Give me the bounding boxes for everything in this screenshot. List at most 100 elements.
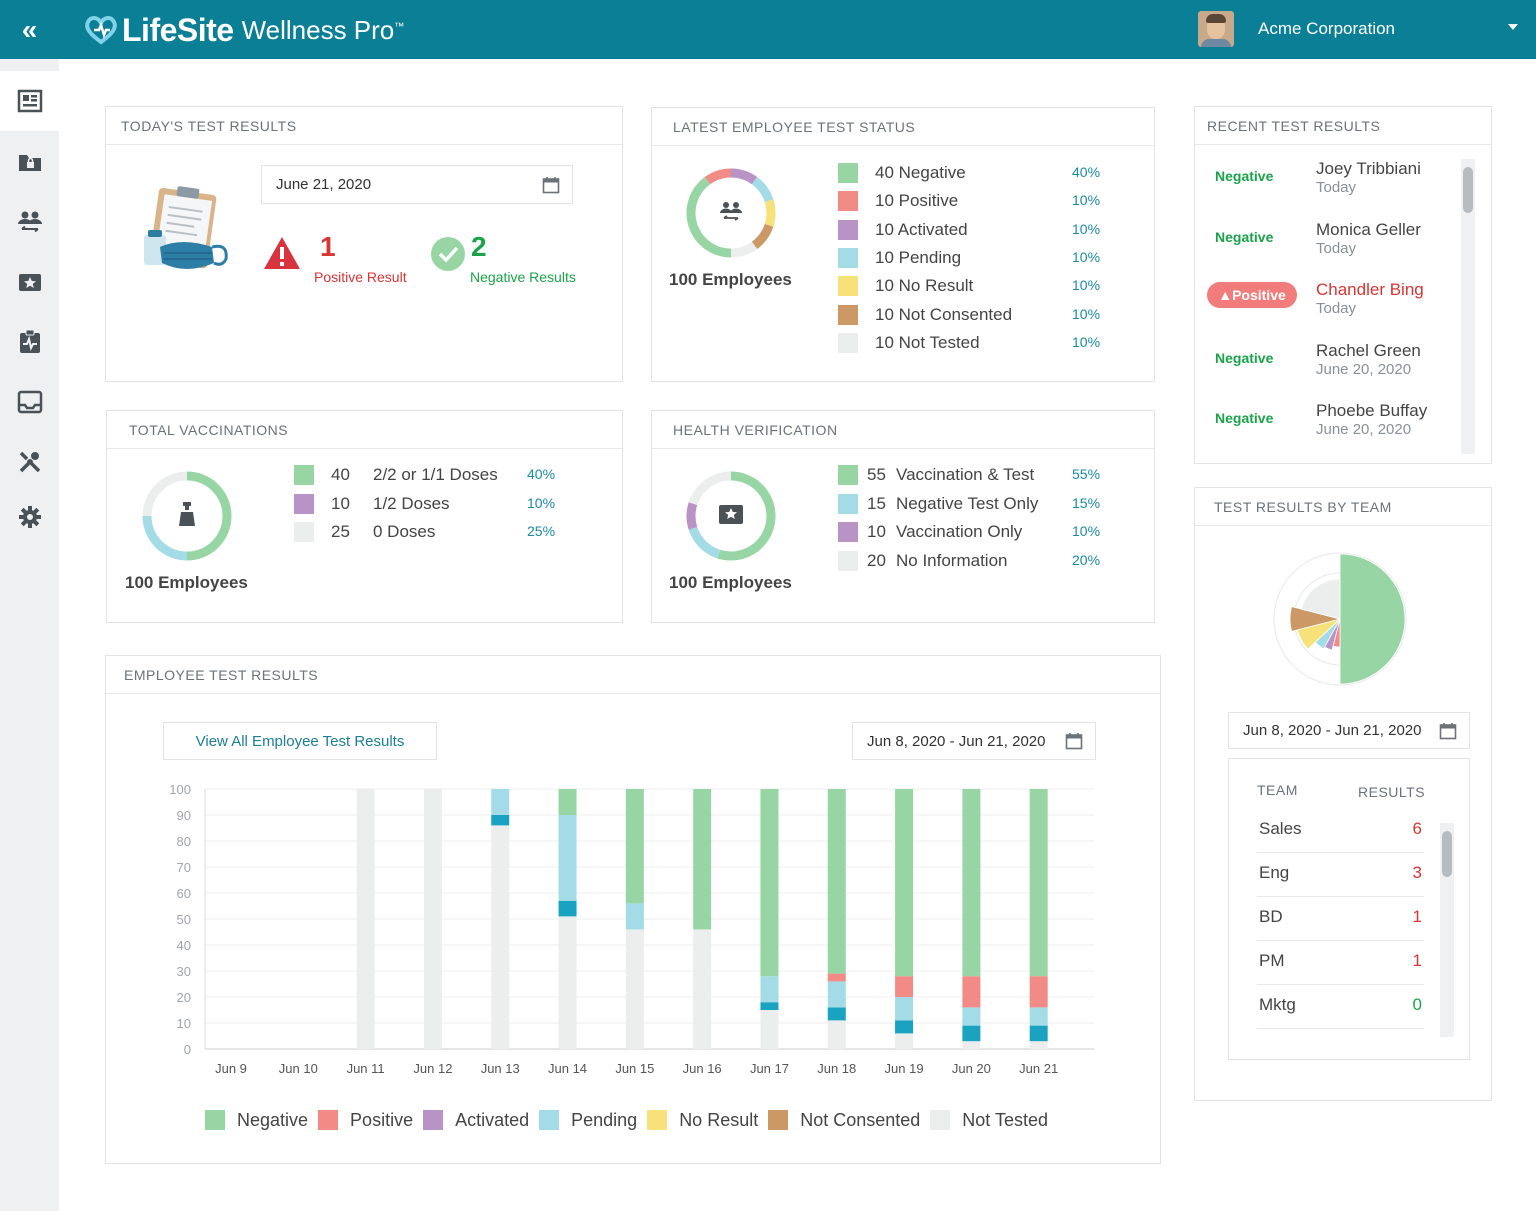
employee-name: Monica Geller [1316,219,1421,239]
legend-label: Not Tested [962,1109,1049,1130]
bar-segment [827,981,846,1008]
sidebar-item-dashboard[interactable] [0,71,59,131]
legend-row: 20 No Information [838,549,1008,573]
bar-segment [760,789,779,977]
result-date: Today [1316,300,1357,317]
recent-result-item[interactable]: Negative Phoebe Buffay June 20, 2020 [1205,401,1450,451]
y-tick-label: 30 [177,964,191,979]
team-table: TEAM RESULTS Sales 6 Eng 3 BD 1 PM 1 Mktg 0 [1228,758,1470,1060]
legend-count: 15 [867,493,886,513]
bar-segment [625,903,644,930]
chart-legend-item[interactable]: No Result [647,1110,758,1131]
employee-date-range-picker[interactable]: Jun 8, 2020 - Jun 21, 2020 [852,722,1096,760]
chart-legend: Negative Positive Activated Pending No Resul… [205,1108,1058,1132]
today-date-picker[interactable]: June 21, 2020 [261,165,573,204]
card-title: EMPLOYEE TEST RESULTS [106,656,1160,694]
legend-label: Vaccination & Test [896,465,1035,484]
chart-legend-item[interactable]: Not Consented [768,1110,920,1131]
legend-swatch [838,465,858,485]
chart-legend-item[interactable]: Positive [318,1110,413,1131]
result-date: June 20, 2020 [1316,421,1412,438]
legend-swatch [838,219,858,240]
legend-label: 10 Pending [875,247,962,267]
x-tick-label: Jun 10 [279,1061,318,1076]
legend-swatch [838,247,858,268]
team-results-card: TEST RESULTS BY TEAM Jun 8, 2020 - Jun 2… [1194,487,1492,1101]
sidebar-item-health[interactable] [0,312,59,372]
team-result-count: 6 [1412,819,1422,838]
scroll-thumb[interactable] [1463,167,1473,213]
legend-swatch [930,1110,951,1130]
x-tick-label: Jun 9 [215,1061,247,1076]
team-row[interactable]: BD 1 [1257,897,1424,941]
team-row[interactable]: Mktg 0 [1257,985,1424,1029]
app-logo[interactable]: LifeSite Wellness Pro™ [84,10,404,50]
chart-legend-item[interactable]: Negative [205,1110,308,1131]
legend-label: 0 Doses [373,522,436,541]
legend-swatch [838,493,858,514]
legend-swatch [838,550,858,571]
legend-pct: 40% [527,466,556,482]
recent-result-item[interactable]: Negative Rachel Green June 20, 2020 [1205,341,1450,391]
legend-pct: 55% [1072,466,1101,482]
x-tick-label: Jun 15 [615,1061,654,1076]
vaccine-vial-icon [179,502,195,526]
team-scrollbar[interactable] [1440,823,1454,1037]
y-tick-label: 10 [177,1016,191,1031]
legend-pct: 40% [1072,164,1101,180]
bar-segment [827,973,846,982]
lock-folder-icon [18,155,41,171]
legend-row: 10 Pending [838,246,961,270]
legend-label: 10 Positive [875,191,959,211]
collapse-sidebar-icon[interactable]: « [21,13,38,45]
recent-result-item[interactable]: ▲Positive Chandler Bing Today [1205,280,1450,330]
chart-legend-item[interactable]: Activated [423,1110,529,1131]
y-tick-label: 20 [177,990,191,1005]
legend-row: 10 1/2 Doses [294,492,450,516]
scroll-thumb[interactable] [1442,831,1452,877]
employee-results-bar-chart: 0 10 20 30 40 50 60 70 80 90 100 Jun 9 Jun 10 Jun 11 J… [169,782,1094,1076]
chart-legend-item[interactable]: Pending [539,1110,637,1131]
y-tick-label: 90 [177,808,191,823]
team-date-range-picker[interactable]: Jun 8, 2020 - Jun 21, 2020 [1228,712,1470,749]
account-menu[interactable]: Acme Corporation [1198,10,1395,48]
bar-segment [760,1010,779,1049]
legend-swatch [838,304,858,325]
sidebar-item-inbox[interactable] [0,372,59,432]
brand-name: LifeSite [122,11,234,48]
legend-pct: 10% [1072,220,1101,237]
sidebar-item-tools[interactable] [0,432,59,492]
health-verification-card: HEALTH VERIFICATION 100 Employees 55 Vacc… [651,410,1155,623]
legend-label: 40 Negative [875,163,966,182]
chart-legend-item[interactable]: Not Tested [930,1110,1048,1131]
sidebar-item-employees[interactable] [0,192,59,252]
bar-segment [558,789,577,815]
sidebar-item-settings[interactable] [0,487,59,547]
bar-segment [895,1020,914,1034]
recent-result-item[interactable]: Negative Monica Geller Today [1205,220,1450,270]
positive-count: 1 [320,231,336,262]
employee-name: Joey Tribbiani [1316,159,1421,178]
sidebar-item-documents[interactable] [0,132,59,192]
chevron-down-icon[interactable] [1508,24,1518,30]
calendar-icon [542,176,560,193]
bar-segment [962,1041,981,1049]
card-title: TODAY'S TEST RESULTS [106,107,622,145]
employee-name: Phoebe Buffay [1316,401,1428,420]
team-row[interactable]: PM 1 [1257,941,1424,985]
legend-pct: 25% [527,523,556,539]
view-all-results-button[interactable]: View All Employee Test Results [163,722,437,760]
donut-segment [688,471,732,506]
bar-segment [491,815,510,826]
recent-result-item[interactable]: Negative Joey Tribbiani Today [1205,159,1450,209]
team-row[interactable]: Eng 3 [1257,853,1424,897]
vaccine-card-icon [18,274,41,291]
y-tick-label: 100 [169,782,191,797]
team-result-count: 1 [1412,951,1422,970]
bar-segment [962,1025,981,1042]
clipboard-mask-illustration [144,186,228,269]
sidebar-item-vaccinations[interactable] [0,252,59,312]
recent-scrollbar[interactable] [1461,159,1475,454]
team-row[interactable]: Sales 6 [1257,809,1424,853]
gear-icon [18,506,41,528]
